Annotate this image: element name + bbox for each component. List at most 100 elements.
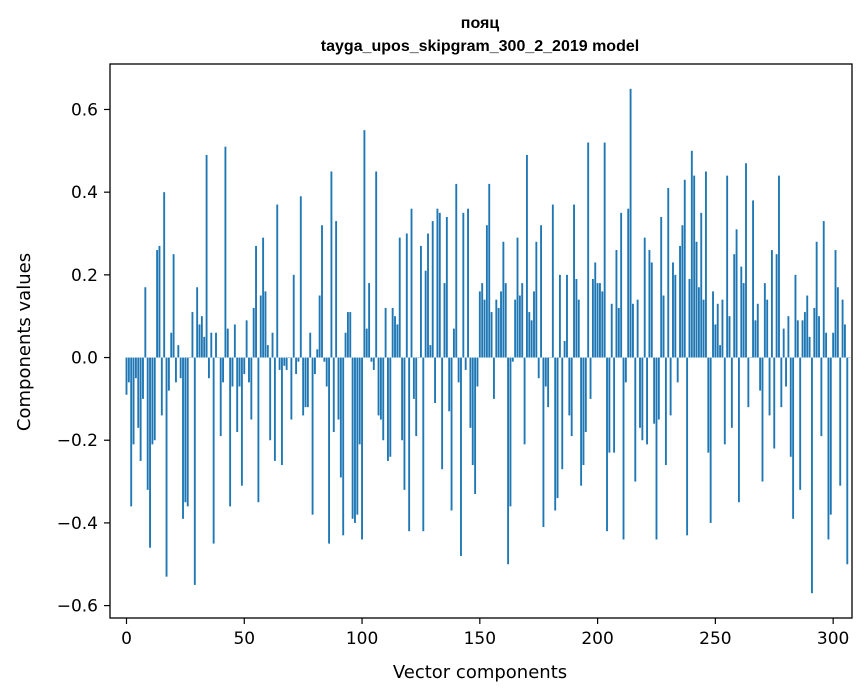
bar [271, 332, 274, 358]
bar [556, 357, 559, 499]
bar [737, 357, 740, 503]
bar [318, 295, 321, 358]
bar [443, 283, 446, 358]
bar [820, 357, 823, 437]
bar [827, 357, 830, 540]
bar [252, 307, 255, 358]
bar [160, 357, 163, 416]
bar [328, 357, 330, 544]
chart-subtitle: tayga_upos_skipgram_300_2_2019 model [321, 38, 639, 55]
bar [511, 357, 514, 362]
bar [554, 357, 557, 511]
bar [629, 88, 632, 358]
bar [323, 357, 326, 362]
y-axis-label: Components values [14, 253, 35, 431]
bar [429, 345, 432, 358]
bar [476, 357, 479, 387]
bar [573, 204, 575, 358]
bar [714, 324, 717, 358]
bar [309, 332, 312, 358]
bar [521, 283, 524, 358]
bar [829, 357, 832, 515]
bar [285, 357, 288, 370]
bar [582, 357, 585, 466]
bar [337, 357, 340, 420]
bar [580, 357, 583, 486]
bar [457, 357, 460, 383]
bar [321, 225, 323, 358]
bar [184, 357, 187, 503]
bar [142, 357, 144, 399]
bar [179, 357, 182, 379]
bar [165, 357, 168, 577]
bar [516, 237, 519, 358]
bar [653, 357, 656, 424]
bar [156, 250, 159, 358]
bar [730, 357, 733, 428]
x-tick-label: 200 [581, 629, 613, 649]
bar [372, 357, 375, 370]
bar [495, 299, 498, 358]
bar [733, 254, 736, 358]
bar [363, 130, 366, 358]
bar [719, 345, 722, 358]
bar [483, 299, 486, 358]
bar [297, 357, 300, 362]
bar [132, 357, 135, 445]
bar [542, 357, 545, 528]
bar [485, 225, 488, 358]
bar [266, 345, 269, 358]
bar [163, 192, 166, 358]
bar [584, 357, 587, 432]
bar [825, 332, 828, 358]
bar [431, 221, 434, 358]
bar [608, 357, 611, 453]
bar [398, 237, 401, 358]
bar [756, 303, 759, 358]
bar [700, 212, 703, 358]
bar [693, 175, 696, 358]
bar [488, 183, 491, 358]
bar [778, 175, 780, 358]
bar [712, 291, 714, 358]
bar [752, 200, 754, 358]
bar [231, 357, 234, 387]
bar [401, 357, 404, 441]
bar [186, 357, 189, 507]
bar [394, 316, 396, 358]
bar [313, 357, 316, 375]
bar [679, 245, 681, 358]
bar [210, 332, 213, 358]
bar [137, 357, 140, 428]
bar [361, 357, 363, 540]
bar [339, 357, 342, 478]
bar [566, 274, 568, 358]
bar [259, 295, 262, 358]
bar [233, 324, 236, 358]
bar [460, 357, 462, 556]
bar [370, 357, 373, 362]
bar [681, 225, 684, 358]
bar [450, 357, 453, 511]
bar [808, 336, 811, 358]
bar [405, 233, 408, 358]
bar [551, 204, 554, 358]
bar [601, 291, 604, 358]
bar [641, 357, 644, 441]
bar [627, 208, 630, 358]
bar [660, 216, 663, 358]
y-tick-label: −0.2 [57, 431, 98, 451]
bar [667, 188, 670, 358]
bar [325, 357, 328, 387]
bar [841, 299, 844, 358]
bar [151, 357, 154, 445]
bar [269, 357, 272, 441]
y-tick-label: 0.4 [71, 183, 98, 203]
bar [471, 357, 474, 466]
bar [761, 357, 764, 482]
bar [643, 237, 646, 358]
bar [203, 336, 206, 358]
bar [723, 357, 726, 445]
bar [570, 357, 573, 437]
bar [504, 283, 507, 358]
